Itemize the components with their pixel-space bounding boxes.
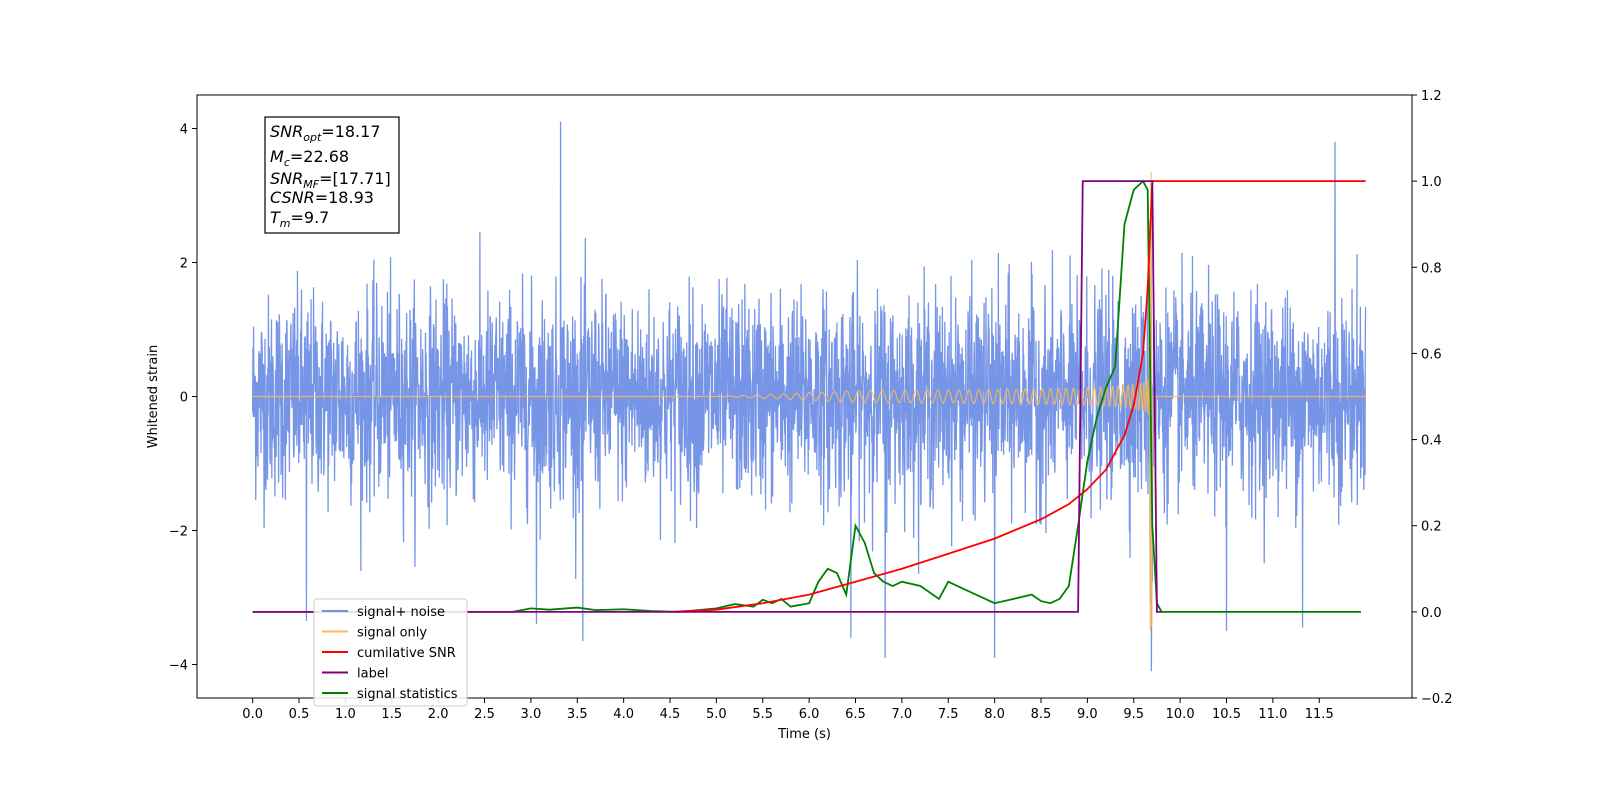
legend-item: cumilative SNR [322, 646, 456, 661]
x-tick-label: 1.5 [381, 707, 402, 722]
y-left-tick-label: 4 [180, 123, 188, 138]
y-axis-label: Whitened strain [146, 345, 161, 448]
x-tick-label: 0.5 [289, 707, 310, 722]
annotation-mc: Mc=22.68 [270, 147, 349, 169]
x-tick-label: 0.0 [242, 707, 263, 722]
x-tick-label: 7.5 [938, 707, 959, 722]
x-tick-label: 5.0 [706, 707, 727, 722]
x-tick-label: 8.5 [1031, 707, 1052, 722]
signal-noise-line [252, 121, 1367, 672]
x-tick-label: 9.5 [1123, 707, 1144, 722]
signal-only-line [252, 171, 1366, 631]
y-left-tick-label: −4 [169, 659, 188, 674]
x-tick-label: 2.5 [474, 707, 495, 722]
y-right-tick-label: 0.0 [1421, 606, 1442, 621]
annotation-csnr: CSNR=18.93 [270, 188, 374, 207]
legend-label: cumilative SNR [357, 646, 456, 661]
y-left-tick-label: −2 [169, 525, 188, 540]
x-axis-label: Time (s) [777, 727, 831, 742]
legend: signal+ noise signal only cumilative SNR la… [313, 598, 468, 707]
annotation-snr-mf: SNRMF=[17.71] [270, 169, 391, 191]
legend-item: signal statistics [322, 687, 458, 702]
legend-item: signal only [322, 626, 427, 641]
x-tick-label: 11.5 [1305, 707, 1334, 722]
y-right-tick-label: −0.2 [1421, 692, 1453, 707]
x-tick-label: 8.0 [984, 707, 1005, 722]
x-tick-label: 2.0 [428, 707, 449, 722]
legend-label: signal+ noise [357, 605, 445, 620]
cumilative-snr-line [669, 180, 1366, 613]
x-tick-label: 5.5 [752, 707, 773, 722]
y-left-tick-label: 2 [180, 257, 188, 272]
legend-label: signal statistics [357, 687, 458, 702]
x-tick-label: 11.0 [1258, 707, 1287, 722]
x-tick-label: 10.0 [1166, 707, 1195, 722]
x-tick-label: 6.0 [799, 707, 820, 722]
annotation-snr-opt: SNRopt=18.17 [270, 122, 381, 144]
signal-noise-series [252, 121, 1367, 672]
x-tick-label: 7.0 [892, 707, 913, 722]
y-right-tick-label: 0.6 [1421, 347, 1442, 362]
y-right-tick-label: 0.2 [1421, 520, 1442, 535]
x-tick-label: 3.5 [567, 707, 588, 722]
x-tick-label: 4.5 [660, 707, 681, 722]
legend-label: signal only [357, 626, 427, 641]
label-line [252, 180, 1162, 613]
y-right-tick-label: 0.4 [1421, 434, 1442, 449]
legend-label: label [357, 667, 388, 682]
annotation-box: SNRopt=18.17 Mc=22.68 SNRMF=[17.71] CSNR… [264, 116, 400, 234]
signal-only-series [252, 171, 1366, 631]
y-right-tick-label: 0.8 [1421, 261, 1442, 276]
x-tick-label: 1.0 [335, 707, 356, 722]
x-tick-label: 10.5 [1212, 707, 1241, 722]
x-tick-label: 6.5 [845, 707, 866, 722]
x-tick-label: 3.0 [521, 707, 542, 722]
legend-item: signal+ noise [322, 605, 445, 620]
y-right-tick-label: 1.0 [1421, 175, 1442, 190]
y-left-tick-label: 0 [180, 391, 188, 406]
y-right-tick-label: 1.2 [1421, 89, 1442, 104]
legend-item: label [322, 667, 388, 682]
annotation-tm: Tm=9.7 [270, 208, 329, 230]
x-tick-label: 9.0 [1077, 707, 1098, 722]
x-tick-label: 4.0 [613, 707, 634, 722]
